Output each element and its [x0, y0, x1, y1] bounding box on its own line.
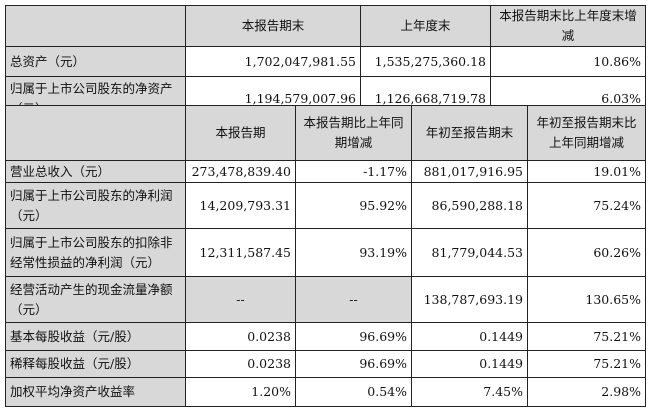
cell: 0.0238: [185, 350, 296, 378]
cell: 75.21%: [527, 350, 646, 378]
income-table: 本报告期 本报告期比上年同期增减 年初至报告期末 年初至报告期末比上年同期增减 …: [5, 105, 646, 407]
header-cell: 本报告期比上年同期增减: [295, 105, 412, 161]
cell: 95.92%: [295, 182, 412, 229]
header-cell: 上年度末: [360, 5, 491, 47]
cell: 138,787,693.19: [411, 276, 528, 323]
cell: 881,017,916.95: [411, 160, 528, 183]
cell: 7.45%: [411, 377, 528, 407]
cell: 10.86%: [490, 46, 646, 77]
cell: 19.01%: [527, 160, 646, 183]
cell: 2.98%: [527, 377, 646, 407]
cell: 0.0238: [185, 322, 296, 351]
cell: 86,590,288.18: [411, 182, 528, 229]
table-row: 加权平均净资产收益率 1.20% 0.54% 7.45% 2.98%: [5, 377, 646, 407]
cell: 96.69%: [295, 350, 412, 378]
cell: 14,209,793.31: [185, 182, 296, 229]
cell: 0.1449: [411, 322, 528, 351]
cell: 81,779,044.53: [411, 228, 528, 277]
table-row: 总资产（元） 1,702,047,981.55 1,535,275,360.18…: [5, 46, 646, 77]
row-label: 稀释每股收益（元/股）: [5, 350, 186, 378]
header-row: 本报告期末 上年度末 本报告期末比上年度末增减: [5, 5, 646, 47]
row-label: 归属于上市公司股东的扣除非经常性损益的净利润（元）: [5, 228, 186, 277]
cell: -1.17%: [295, 160, 412, 183]
table-row: 经营活动产生的现金流量净额（元） -- -- 138,787,693.19 13…: [5, 276, 646, 323]
cell: 1.20%: [185, 377, 296, 407]
table-row: 归属于上市公司股东的净利润（元） 14,209,793.31 95.92% 86…: [5, 182, 646, 229]
table-row: 归属于上市公司股东的扣除非经常性损益的净利润（元） 12,311,587.45 …: [5, 228, 646, 277]
header-cell: [5, 105, 186, 161]
cell: 75.24%: [527, 182, 646, 229]
cell: 1,702,047,981.55: [185, 46, 361, 77]
cell: 60.26%: [527, 228, 646, 277]
table-row: 基本每股收益（元/股） 0.0238 96.69% 0.1449 75.21%: [5, 322, 646, 351]
header-cell: 年初至报告期末: [411, 105, 528, 161]
header-cell: 年初至报告期末比上年同期增减: [527, 105, 646, 161]
cell: 0.1449: [411, 350, 528, 378]
row-label: 总资产（元）: [5, 46, 186, 77]
cell: 130.65%: [527, 276, 646, 323]
header-cell: 本报告期末: [185, 5, 361, 47]
header-cell: 本报告期末比上年度末增减: [490, 5, 646, 47]
cell: 0.54%: [295, 377, 412, 407]
row-label: 经营活动产生的现金流量净额（元）: [5, 276, 186, 323]
header-cell: 本报告期: [185, 105, 296, 161]
table-row: 稀释每股收益（元/股） 0.0238 96.69% 0.1449 75.21%: [5, 350, 646, 378]
cell: 96.69%: [295, 322, 412, 351]
cell: 93.19%: [295, 228, 412, 277]
row-label: 归属于上市公司股东的净利润（元）: [5, 182, 186, 229]
row-label: 基本每股收益（元/股）: [5, 322, 186, 351]
cell: 75.21%: [527, 322, 646, 351]
cell: 1,535,275,360.18: [360, 46, 491, 77]
header-row: 本报告期 本报告期比上年同期增减 年初至报告期末 年初至报告期末比上年同期增减: [5, 105, 646, 161]
cell: --: [295, 276, 412, 323]
cell: 273,478,839.40: [185, 160, 296, 183]
header-cell: [5, 5, 186, 47]
row-label: 营业总收入（元）: [5, 160, 186, 183]
row-label: 加权平均净资产收益率: [5, 377, 186, 407]
cell: --: [185, 276, 296, 323]
cell: 12,311,587.45: [185, 228, 296, 277]
table-row: 营业总收入（元） 273,478,839.40 -1.17% 881,017,9…: [5, 160, 646, 183]
